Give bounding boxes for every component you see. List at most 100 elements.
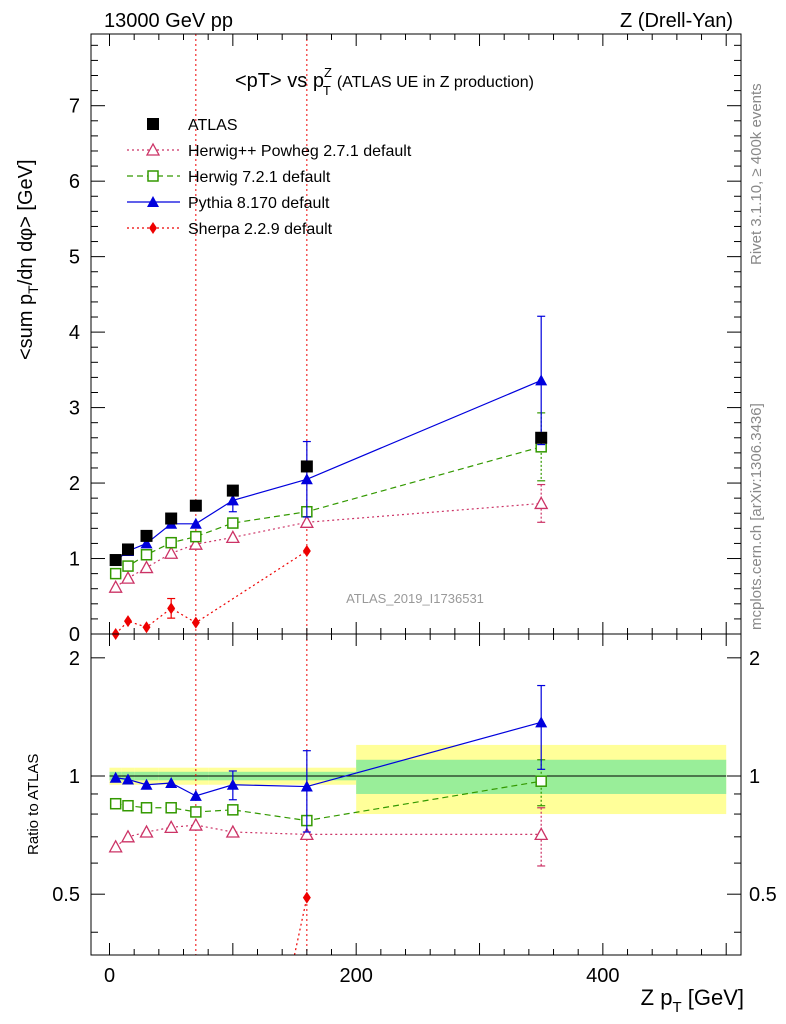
legend-entry: Herwig 7.2.1 default	[127, 169, 331, 186]
legend-label: ATLAS	[188, 117, 238, 134]
ratio-ylabel: Ratio to ATLAS	[25, 754, 42, 855]
chart-title: <pT> vs pZ T (ATLAS UE in Z production)	[235, 65, 534, 98]
series-line-2	[115, 379, 542, 562]
ylabel-part-1: <sum p	[15, 294, 37, 360]
y-tick-label: 3	[69, 398, 80, 420]
ratio-y-tick-label-right: 0.5	[749, 884, 777, 906]
series-error-0	[537, 483, 546, 523]
ratio-point-0	[164, 819, 179, 833]
series-point-3	[191, 616, 200, 629]
series-point-0	[225, 530, 240, 544]
series-point-3	[124, 615, 133, 628]
main-ylabel: <sum pT/dη dφ> [GeV]	[15, 159, 41, 360]
series-point-1	[227, 517, 239, 529]
series-point-0	[299, 514, 314, 528]
y-tick-label: 4	[69, 322, 80, 344]
ratio-point-0	[108, 839, 123, 853]
ratio-point-1	[535, 775, 547, 787]
legend-marker	[145, 142, 161, 156]
series-point-1	[109, 567, 122, 580]
title-sub: T	[323, 83, 331, 98]
ratio-point-2	[226, 778, 239, 790]
header-right: Z (Drell-Yan)	[620, 10, 733, 32]
legend-entry: Pythia 8.170 default	[127, 195, 330, 212]
series-point-2	[189, 517, 202, 529]
legend-label: Herwig++ Powheg 2.7.1 default	[188, 143, 412, 160]
y-tick-label: 1	[69, 549, 80, 571]
legend-label: Herwig 7.2.1 default	[188, 169, 331, 186]
xlabel-part-3: [GeV]	[682, 985, 744, 1010]
legend-marker	[147, 196, 159, 207]
x-tick-label: 200	[339, 965, 372, 987]
ratio-point-1	[122, 799, 134, 812]
ratio-line-0	[115, 824, 542, 848]
legend-label: Pythia 8.170 default	[188, 195, 330, 212]
atlas-data-point	[300, 460, 313, 473]
ratio-y-tick-label-right: 2	[749, 648, 760, 670]
xlabel-part-1: Z p	[641, 985, 673, 1010]
ratio-point-0	[534, 827, 549, 841]
series-point-0	[139, 560, 154, 574]
series-point-0	[534, 496, 549, 510]
series-point-1	[140, 549, 153, 561]
series-point-3	[167, 602, 176, 615]
y-tick-label: 2	[69, 473, 80, 495]
atlas-data-point	[189, 499, 202, 512]
series-point-1	[122, 560, 134, 572]
series-point-2	[300, 473, 313, 485]
ratio-y-tick-label-left: 0.5	[52, 884, 80, 906]
ratio-point-1	[140, 802, 153, 814]
ratio-point-0	[225, 824, 240, 838]
title-main: <pT> vs p	[235, 70, 324, 92]
ratio-point-0	[188, 817, 203, 831]
atlas-data-point	[165, 512, 178, 525]
ylabel-part-2: T	[25, 285, 41, 294]
ratio-point-2	[122, 773, 135, 785]
ratio-point-0	[139, 824, 154, 838]
series-point-3	[142, 621, 151, 634]
ratio-point-2	[140, 778, 153, 790]
ratio-line-3	[293, 897, 308, 956]
ratio-point-1	[190, 806, 202, 818]
x-tick-label: 0	[104, 965, 115, 987]
xlabel: Z pT [GeV]	[641, 985, 744, 1016]
series-point-0	[164, 545, 179, 559]
series-point-2	[140, 537, 153, 549]
ratio-point-0	[120, 829, 136, 843]
atlas-data-point	[535, 431, 548, 444]
series-line-1	[115, 446, 542, 575]
atlas-data-point	[140, 529, 153, 542]
title-sup: Z	[324, 65, 332, 80]
series-line-3	[115, 550, 308, 635]
ratio-error-2	[537, 684, 546, 770]
series-point-1	[165, 536, 177, 549]
series-point-0	[108, 579, 123, 593]
side-rivet-label: Rivet 3.1.10, ≥ 400k events	[748, 83, 765, 265]
ratio-point-2	[165, 776, 178, 788]
series-point-3	[302, 544, 311, 557]
ratio-point-3	[302, 891, 311, 904]
series-point-2	[535, 374, 548, 386]
legend-entry: Sherpa 2.2.9 default	[127, 221, 333, 238]
legend-entry: Herwig++ Powheg 2.7.1 default	[127, 142, 412, 160]
y-tick-label: 6	[69, 171, 80, 193]
legend-marker	[149, 222, 157, 234]
legend-entry: ATLAS	[147, 117, 238, 134]
ratio-point-2	[535, 716, 548, 728]
analysis-watermark: ATLAS_2019_I1736531	[346, 591, 484, 606]
legend-marker	[147, 170, 159, 182]
x-tick-label: 400	[586, 965, 619, 987]
side-mcplots-label: mcplots.cern.ch [arXiv:1306.3436]	[748, 403, 765, 630]
series-point-2	[226, 494, 239, 506]
ratio-point-2	[300, 780, 313, 792]
series-point-0	[120, 570, 136, 584]
ratio-y-tick-label-left: 1	[69, 766, 80, 788]
ratio-point-0	[299, 827, 314, 841]
atlas-data-point	[122, 543, 135, 556]
legend-label: Sherpa 2.2.9 default	[188, 221, 333, 238]
series-point-1	[190, 530, 202, 543]
ratio-point-1	[109, 797, 122, 810]
ratio-point-1	[227, 804, 239, 816]
ratio-y-tick-label-left: 2	[69, 648, 80, 670]
